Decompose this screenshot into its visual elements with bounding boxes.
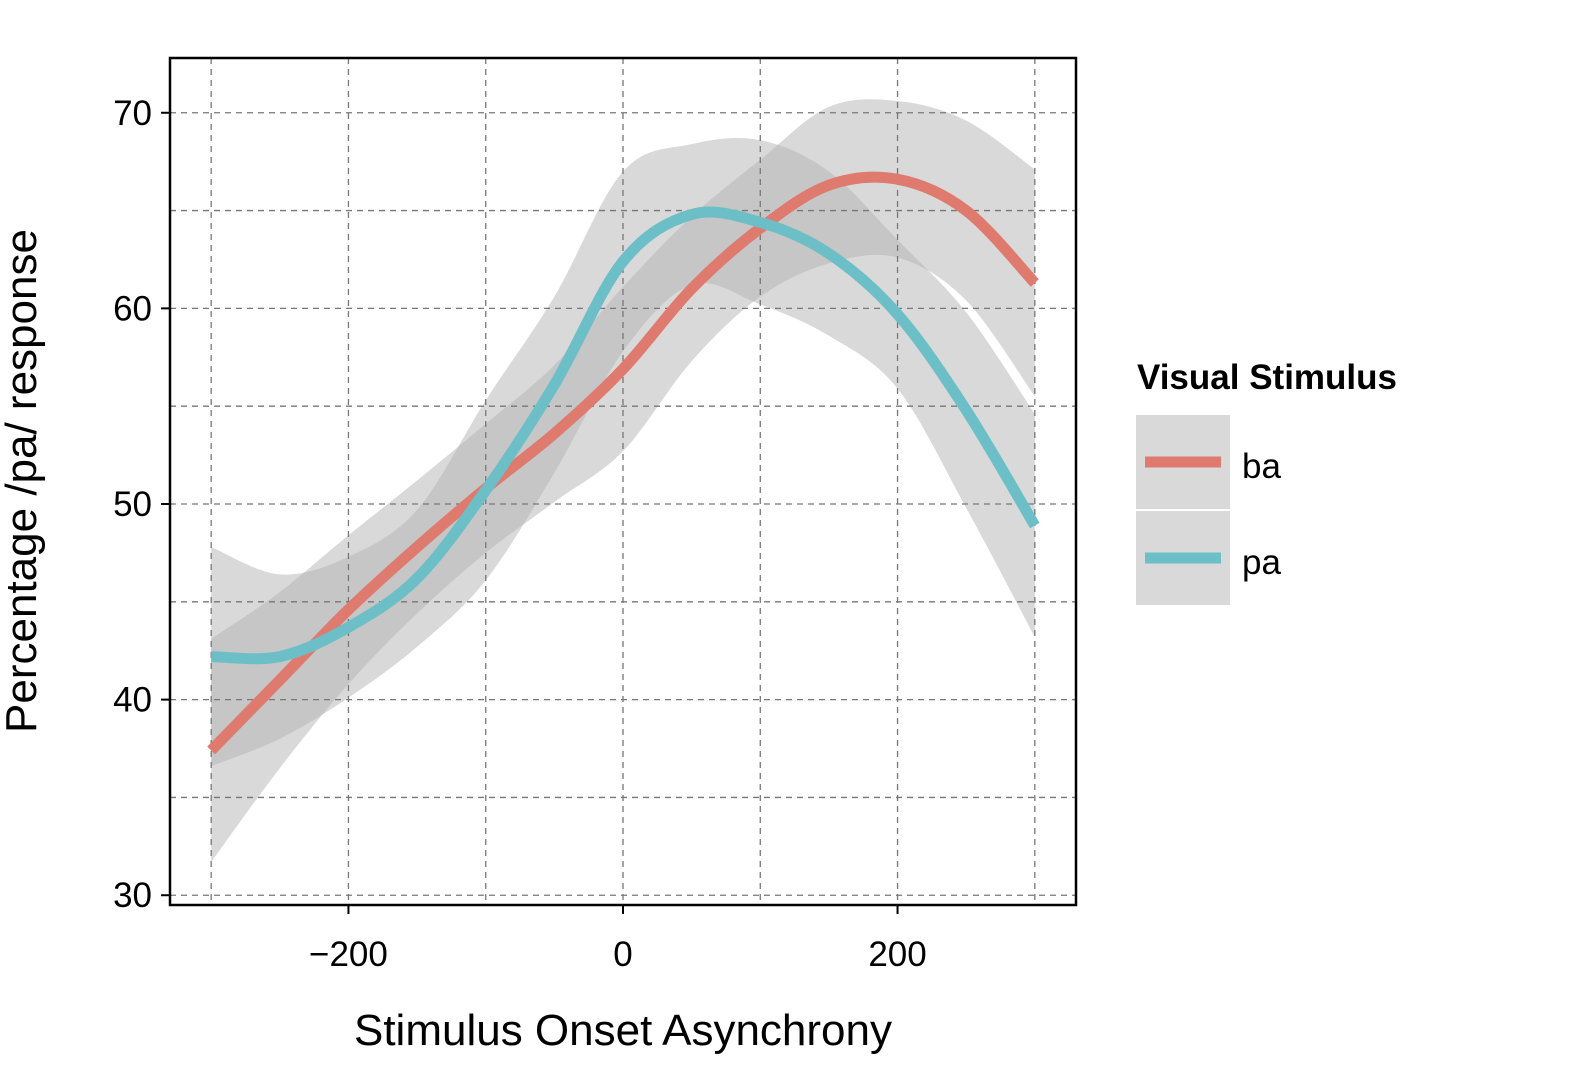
x-tick-label: −200 xyxy=(309,935,388,974)
y-tick-label: 70 xyxy=(113,94,152,133)
series-line-pa xyxy=(211,206,1040,665)
legend: Visual Stimulus ba pa xyxy=(1136,358,1397,605)
y-tick-label: 60 xyxy=(113,289,152,328)
series-line-ba xyxy=(207,171,1039,755)
grid xyxy=(170,58,1076,905)
legend-title: Visual Stimulus xyxy=(1137,358,1397,397)
confidence-band-ba xyxy=(211,99,1035,862)
x-axis-label: Stimulus Onset Asynchrony xyxy=(354,1006,892,1055)
confidence-band-pa xyxy=(211,137,1035,767)
confidence-bands xyxy=(211,99,1035,862)
axis-ticks: −200 0 200 30 40 50 60 70 xyxy=(113,94,927,974)
series-lines xyxy=(207,171,1040,755)
y-tick-label: 50 xyxy=(113,485,152,524)
y-tick-label: 30 xyxy=(113,876,152,915)
y-tick-label: 40 xyxy=(113,681,152,720)
x-tick-label: 0 xyxy=(613,935,632,974)
legend-label-ba: ba xyxy=(1242,447,1281,486)
y-axis-label: Percentage /pa/ response xyxy=(0,229,46,733)
legend-label-pa: pa xyxy=(1242,543,1281,582)
x-tick-label: 200 xyxy=(868,935,926,974)
